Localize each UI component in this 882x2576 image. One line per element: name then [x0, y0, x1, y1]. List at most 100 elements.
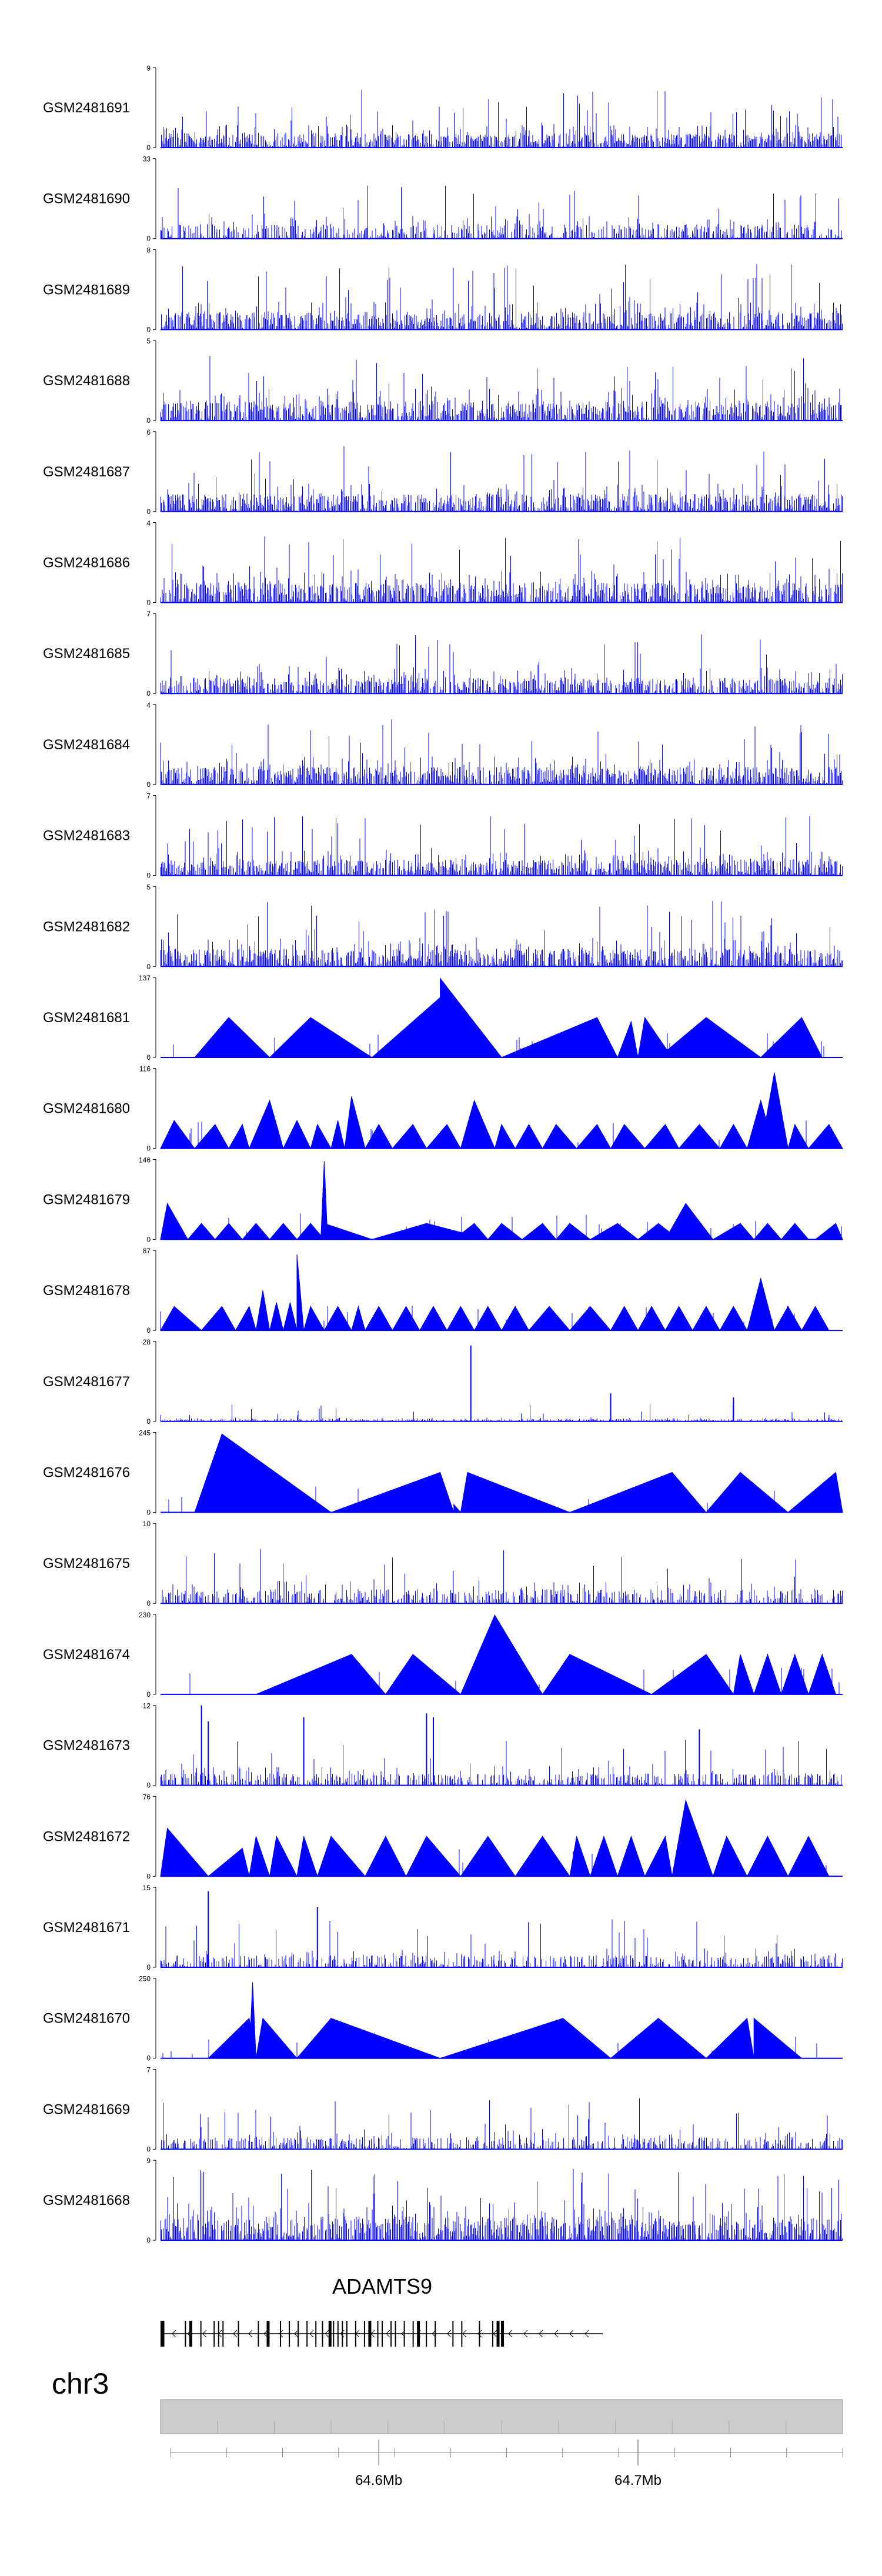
gene-exon — [377, 2321, 379, 2347]
signal-peak — [678, 1124, 721, 1149]
y-min-tick-label: 0 — [146, 1599, 151, 1607]
y-min-tick-label: 0 — [146, 1872, 151, 1880]
track-label: GSM2481689 — [43, 282, 130, 298]
track-GSM2481684: GSM2481684 4 0 — [43, 701, 843, 789]
signal-peak — [460, 1099, 496, 1149]
signal-peak — [201, 1306, 236, 1331]
track-label: GSM2481687 — [43, 464, 130, 480]
y-max-tick-label: 12 — [143, 1702, 151, 1710]
y-max-tick-label: 7 — [146, 792, 151, 800]
signal-peak — [235, 1306, 257, 1331]
signal-peak — [365, 1836, 407, 1877]
signal-peak — [269, 1302, 284, 1331]
gene-exon — [435, 2321, 436, 2347]
signal-peak — [807, 1124, 843, 1149]
track-GSM2481680: GSM2481680 116 0 — [43, 1065, 843, 1153]
signal-peak — [664, 1203, 714, 1240]
signal-series — [160, 2168, 843, 2241]
signal-series — [160, 1891, 843, 1968]
signal-peak — [207, 1847, 250, 1877]
gene-exon — [298, 2321, 299, 2347]
gene-exon — [218, 2321, 219, 2347]
y-min-tick-label: 0 — [146, 1053, 151, 1062]
signal-peak — [473, 1306, 502, 1331]
signal-peak — [160, 1202, 189, 1240]
signal-peak — [521, 1223, 557, 1240]
signal-series — [161, 1433, 843, 1513]
signal-series — [161, 977, 843, 1058]
y-min-tick-label: 0 — [146, 1326, 151, 1334]
signal-peak — [453, 1223, 489, 1240]
signal-peak — [160, 1120, 195, 1149]
signal-series — [161, 89, 843, 148]
signal-peak — [774, 1306, 803, 1331]
signal-peak — [705, 1471, 789, 1513]
genome-axis: 64.6Mb 64.7Mb — [170, 2440, 843, 2488]
signal-bars — [160, 446, 843, 512]
y-min-tick-label: 0 — [146, 1690, 151, 1699]
y-min-tick-label: 0 — [146, 2145, 151, 2153]
y-max-tick-label: 146 — [139, 1156, 151, 1164]
signal-peak — [419, 1306, 448, 1331]
gene-exon — [189, 2321, 192, 2347]
y-min-tick-label: 0 — [146, 235, 151, 243]
signal-bars — [162, 1549, 843, 1604]
signal-peak — [446, 1306, 475, 1331]
gene-exon — [200, 2321, 202, 2347]
track-GSM2481690: GSM2481690 33 0 — [43, 155, 843, 243]
track-GSM2481681: GSM2481681 137 0 — [43, 974, 843, 1062]
gene-exon — [280, 2321, 282, 2347]
strand-arrow — [294, 2330, 299, 2338]
signal-peak — [351, 1305, 366, 1331]
signal-peak — [514, 1123, 543, 1149]
track-GSM2481691: GSM2481691 9 0 — [43, 64, 843, 152]
track-label: GSM2481681 — [43, 1010, 130, 1026]
track-GSM2481669: GSM2481669 7 0 — [43, 2066, 843, 2153]
gene-exon — [492, 2321, 493, 2347]
track-GSM2481679: GSM2481679 146 0 — [43, 1156, 843, 1243]
signal-peak — [255, 2017, 298, 2059]
signal-peak — [650, 1654, 734, 1695]
track-label: GSM2481677 — [43, 1374, 130, 1390]
signal-peak — [746, 1277, 775, 1331]
signal-peak — [283, 1119, 311, 1149]
y-max-tick-label: 5 — [146, 337, 151, 345]
y-min-tick-label: 0 — [146, 508, 151, 516]
signal-peak — [494, 1123, 516, 1149]
y-max-tick-label: 137 — [139, 974, 151, 982]
track-label: GSM2481683 — [43, 828, 130, 844]
y-min-tick-label: 0 — [146, 2236, 151, 2244]
signal-peak — [365, 1123, 393, 1149]
gene-exon — [222, 2321, 224, 2347]
signal-peak — [590, 1835, 618, 1877]
gene-exon — [382, 2321, 383, 2347]
signal-peak — [385, 1654, 462, 1695]
strand-arrow — [462, 2330, 467, 2338]
track-label: GSM2481685 — [43, 646, 130, 662]
y-max-tick-label: 7 — [146, 610, 151, 618]
y-min-tick-label: 0 — [146, 325, 151, 333]
signal-peak — [610, 2018, 707, 2059]
y-max-tick-label: 4 — [146, 701, 151, 709]
track-label: GSM2481680 — [43, 1101, 130, 1117]
track-label: GSM2481684 — [43, 737, 130, 753]
track-GSM2481677: GSM2481677 28 0 — [43, 1338, 843, 1426]
signal-tracks: GSM248169190GSM2481690330GSM248168980GSM… — [43, 64, 843, 2244]
y-max-tick-label: 76 — [143, 1793, 151, 1801]
track-GSM2481673: GSM2481673 12 0 — [43, 1702, 843, 1790]
signal-bars — [160, 264, 843, 330]
signal-series — [161, 1549, 843, 1604]
signal-peak — [193, 1124, 229, 1149]
signal-series — [160, 1072, 843, 1149]
track-label: GSM2481679 — [43, 1192, 130, 1207]
gene-exon — [333, 2321, 335, 2347]
track-GSM2481687: GSM2481687 6 0 — [43, 428, 843, 516]
signal-peak — [193, 1017, 270, 1058]
signal-peak — [269, 1835, 298, 1877]
track-label: GSM2481682 — [43, 919, 130, 935]
y-max-tick-label: 9 — [146, 64, 151, 72]
signal-peak — [576, 1124, 612, 1149]
track-GSM2481685: GSM2481685 7 0 — [43, 610, 843, 698]
strand-arrow — [172, 2330, 176, 2338]
signal-peak — [617, 1020, 639, 1058]
